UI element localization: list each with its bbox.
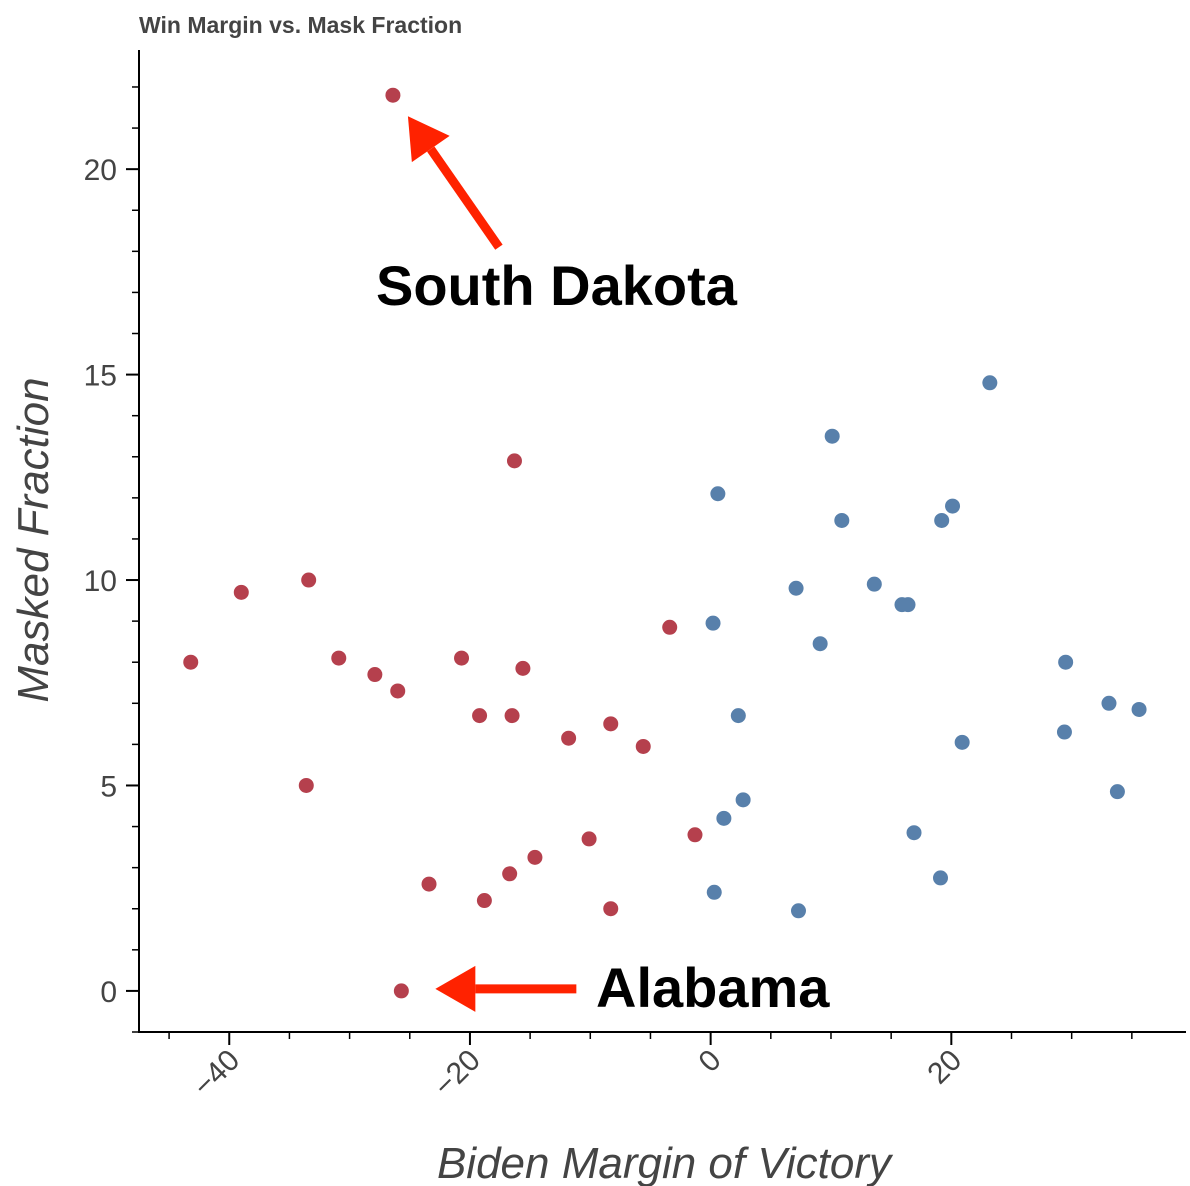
- axes: 0 5 10 15 20 −40 −20 0 20: [84, 50, 1186, 1103]
- data-point-red: [454, 650, 470, 666]
- data-point-blue: [1109, 784, 1125, 800]
- data-point-red: [183, 654, 199, 670]
- data-point-red: [561, 730, 577, 746]
- data-point-blue: [716, 810, 732, 826]
- y-tick-label: 15: [84, 360, 117, 393]
- x-axis-label: Biden Margin of Victory: [437, 1139, 894, 1186]
- y-axis-label: Masked Fraction: [9, 377, 58, 702]
- data-point-blue: [934, 512, 950, 528]
- data-point-red: [393, 983, 409, 999]
- data-point-blue: [790, 903, 806, 919]
- data-point-red: [581, 831, 597, 847]
- data-point-blue: [706, 884, 722, 900]
- data-point-red: [502, 866, 518, 882]
- data-point-red: [506, 453, 522, 469]
- x-tick-label: 20: [921, 1044, 968, 1091]
- data-point-red: [662, 619, 678, 635]
- annotations: South Dakota Alabama: [376, 116, 830, 1019]
- data-point-red: [476, 893, 492, 909]
- data-point-red: [603, 901, 619, 917]
- data-point-blue: [866, 576, 882, 592]
- x-tick-label: 0: [692, 1044, 727, 1079]
- data-point-red: [472, 708, 488, 724]
- data-point-red: [635, 738, 651, 754]
- data-point-blue: [788, 580, 804, 596]
- y-tick-label: 5: [100, 770, 117, 803]
- y-tick-label: 0: [100, 976, 117, 1009]
- data-point-blue: [710, 486, 726, 502]
- data-point-blue: [954, 734, 970, 750]
- data-point-blue: [1058, 654, 1074, 670]
- south-dakota-label: South Dakota: [376, 254, 738, 317]
- data-point-red: [367, 667, 383, 683]
- data-point-blue: [834, 512, 850, 528]
- data-point-blue: [906, 825, 922, 841]
- data-point-red: [298, 777, 314, 793]
- data-point-red: [687, 827, 703, 843]
- data-points: [183, 87, 1147, 999]
- data-point-blue: [824, 428, 840, 444]
- alabama-arrow: [435, 965, 577, 1012]
- data-point-red: [385, 87, 401, 103]
- x-tick-label: −40: [187, 1044, 246, 1103]
- data-point-red: [504, 708, 520, 724]
- data-point-red: [331, 650, 347, 666]
- data-point-blue: [945, 498, 961, 514]
- data-point-red: [527, 849, 543, 865]
- data-point-red: [233, 584, 249, 600]
- y-tick-label: 20: [84, 154, 117, 187]
- data-point-blue: [982, 375, 998, 391]
- south-dakota-arrow: [407, 116, 503, 250]
- data-point-red: [421, 876, 437, 892]
- chart-title: Win Margin vs. Mask Fraction: [139, 12, 463, 38]
- data-point-blue: [812, 636, 828, 652]
- alabama-arrow-head: [435, 965, 476, 1012]
- data-point-blue: [1131, 701, 1147, 717]
- x-tick-label: −20: [428, 1044, 487, 1103]
- y-tick-label: 10: [84, 565, 117, 598]
- data-point-red: [515, 660, 531, 676]
- data-point-blue: [900, 597, 916, 613]
- data-point-blue: [1056, 724, 1072, 740]
- alabama-label: Alabama: [596, 956, 830, 1019]
- data-point-red: [603, 716, 619, 732]
- data-point-blue: [730, 708, 746, 724]
- data-point-blue: [705, 615, 721, 631]
- south-dakota-arrow-head: [407, 116, 450, 163]
- data-point-blue: [932, 870, 948, 886]
- data-point-blue: [735, 792, 751, 808]
- data-point-blue: [1101, 695, 1117, 711]
- south-dakota-arrow-shaft: [427, 146, 503, 250]
- data-point-red: [390, 683, 406, 699]
- data-point-red: [301, 572, 317, 588]
